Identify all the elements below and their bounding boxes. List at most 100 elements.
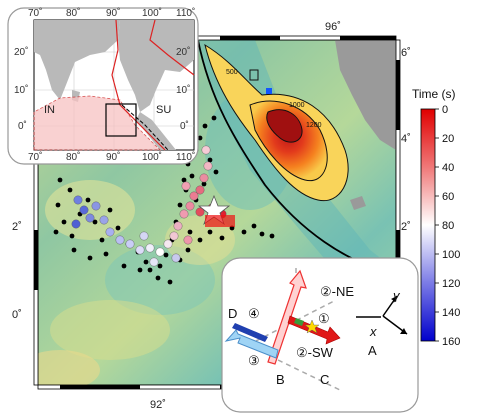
plate-boundary-west [111, 19, 166, 151]
aftershock-dot [107, 207, 113, 213]
event-dot [115, 235, 125, 245]
segment-4-bar [232, 323, 268, 342]
aftershock-dot [213, 169, 219, 175]
lon-label-bottom: 92˚ [150, 399, 166, 411]
axis-y-head [391, 296, 397, 302]
aftershock-dot [103, 251, 109, 257]
aftershock-dot [202, 123, 208, 129]
event-dot [173, 221, 183, 231]
event-dot [201, 145, 211, 155]
event-dot [189, 191, 199, 201]
axis-y-label: y [392, 288, 401, 303]
event-dot [135, 245, 145, 255]
aftershock-dot [87, 255, 93, 261]
inset-lat-left-20: 20˚ [14, 46, 28, 58]
point-a-label: A [368, 343, 377, 358]
inset-lat-left-10: 10˚ [14, 84, 28, 96]
study-area-box [105, 103, 137, 137]
aftershock-dot [99, 237, 105, 243]
aftershock-dot [115, 225, 121, 231]
colorbar-tick-label: 160 [442, 336, 460, 348]
colored-event-dots [71, 145, 227, 267]
inset-lon-bottom-80: 80˚ [66, 151, 80, 163]
lat-label-right-2: 2˚ [401, 221, 411, 233]
colorbar-tick-label: 40 [442, 162, 454, 174]
event-dot [91, 201, 101, 211]
aftershock-dot [259, 231, 265, 237]
aftershock-dot [143, 259, 149, 265]
inset-lon-bottom-100: 100˚ [142, 151, 162, 163]
point-c-label: C [320, 372, 329, 387]
event-dot [203, 161, 213, 171]
event-dot [183, 235, 193, 245]
aftershock-dot [201, 181, 207, 187]
event-dot [145, 243, 155, 253]
inset-lon-bottom-90: 90˚ [106, 151, 120, 163]
aftershock-dot [177, 202, 183, 208]
inset-lon-bottom-70: 70˚ [28, 151, 42, 163]
aftershock-dot [61, 219, 67, 225]
colorbar-tick-label: 0 [442, 104, 448, 116]
time-colorbar: Time (s) 0 20 40 60 80 100 120 140 160 [412, 87, 460, 348]
lat-label-left-0: 0˚ [12, 309, 22, 321]
rupture-marker-box [249, 69, 259, 81]
colorbar-gradient [420, 108, 436, 342]
event-dot [179, 209, 189, 219]
plate-label-su: SU [156, 104, 171, 116]
aftershock-dot [147, 267, 153, 273]
lat-label-right-4: 4˚ [401, 133, 411, 145]
colorbar-tick-label: 20 [442, 133, 454, 145]
segment-2sw-label: ②-SW [296, 345, 334, 360]
inset-lat-left-0: 0˚ [18, 120, 27, 132]
terrain-patch [38, 350, 100, 385]
inset-map: 70˚ 80˚ 90˚ 100˚ 110˚ 70˚ 80˚ 90˚ 100˚ 1… [7, 7, 199, 165]
aftershock-dot [211, 115, 217, 121]
aftershock-dot [71, 247, 77, 253]
contour-label-500: 500 [226, 69, 238, 76]
schematic-star [304, 319, 320, 334]
aftershock-dot [185, 247, 191, 253]
event-dot [85, 213, 95, 223]
contour-label-1000: 1000 [289, 102, 305, 109]
aftershock-dot [197, 237, 203, 243]
inset-lat-right-20: 20˚ [176, 46, 190, 58]
event-dot [195, 207, 205, 217]
india-land [34, 20, 120, 100]
island-land [350, 196, 366, 210]
aftershock-dot [55, 202, 61, 208]
inset-lat-right-0: 0˚ [180, 120, 189, 132]
event-dot [155, 247, 165, 257]
slip-contour-1200 [266, 109, 303, 143]
event-dot [71, 219, 81, 229]
segment-3-arrow [224, 329, 279, 359]
aftershock-dot [207, 229, 213, 235]
colorbar-ticks: 0 20 40 60 80 100 120 140 160 [435, 104, 460, 348]
aftershock-dot [67, 187, 73, 193]
inset-trench [121, 104, 169, 151]
aftershock-dot [155, 275, 161, 281]
colorbar-tick-label: 140 [442, 307, 460, 319]
event-dot [181, 181, 191, 191]
segment-1-green-core [294, 318, 304, 326]
fault-segment-red [205, 215, 235, 227]
aftershock-dot [181, 177, 187, 183]
aftershock-dot [57, 177, 63, 183]
colorbar-tick-label: 80 [442, 220, 454, 232]
aftershock-dot [269, 233, 275, 239]
event-dot [185, 201, 195, 211]
southeast-asia-land [118, 20, 194, 112]
colorbar-tick-label: 120 [442, 278, 460, 290]
terrain-patch [50, 300, 170, 360]
inset-lon-bottom-110: 110˚ [176, 151, 195, 163]
event-dot [163, 239, 173, 249]
inset-lon-top-100: 100˚ [142, 7, 162, 19]
aftershock-dot [197, 135, 203, 141]
segment-1-label: ① [318, 311, 330, 326]
segment-4-label: ④ [248, 306, 260, 321]
segment-3-label: ③ [248, 353, 260, 368]
event-dot [149, 257, 159, 267]
event-dot [99, 215, 109, 225]
main-map: 96˚ 92˚ 2˚ 0˚ 6˚ 4˚ 2˚ 500 1000 1200 [12, 21, 411, 411]
colorbar-tick-label: 60 [442, 191, 454, 203]
